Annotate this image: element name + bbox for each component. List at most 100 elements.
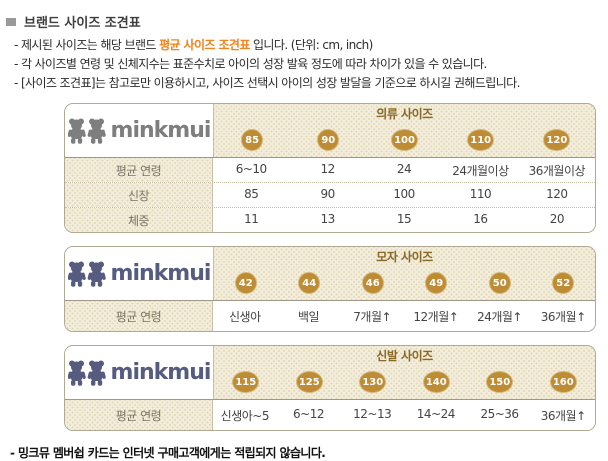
- size-table-clothing: minkmui 의류 사이즈 85 90 100 110 120 평균 연령 6~10 12 24 2…: [64, 103, 596, 233]
- size-table-shoes: minkmui 신발 사이즈 115 125 130 140 150 160 평균 연령 신생아~…: [64, 345, 596, 431]
- table-cell: 6~10: [213, 158, 290, 182]
- size-badge-cell: 110: [443, 129, 519, 151]
- size-badge-cell: 150: [468, 371, 532, 393]
- size-badge: 90: [317, 129, 340, 151]
- size-badge-cell: 115: [214, 371, 278, 393]
- table-cell: 14~24: [404, 400, 468, 430]
- table-cell: 신생아~5: [213, 400, 277, 430]
- intro-highlight-text: 평균 사이즈 조견표: [159, 38, 250, 52]
- size-tables: minkmui 의류 사이즈 85 90 100 110 120 평균 연령 6~10 12 24 2…: [64, 103, 596, 431]
- size-badge-cell: 49: [405, 272, 469, 294]
- table-cell: 13: [289, 208, 366, 232]
- table-title: 모자 사이즈: [376, 250, 433, 264]
- intro-notes: - 제시된 사이즈는 해당 브랜드 평균 사이즈 조견표 입니다. (단위: c…: [14, 38, 602, 90]
- page-title-text: 브랜드 사이즈 조견표: [24, 16, 141, 31]
- table-body: 평균 연령 6~10 12 24 24개월이상 36개월이상 신장 85 90 100 110 120…: [65, 157, 595, 232]
- row-label: 평균 연령: [65, 400, 213, 430]
- size-badge-row: 42 44 46 49 50 52: [214, 266, 595, 300]
- size-badge: 44: [298, 272, 321, 294]
- size-badge-cell: 50: [468, 272, 532, 294]
- table-cell: 85: [213, 183, 290, 207]
- size-badge: 140: [422, 371, 450, 393]
- brand-logo-text: minkmui: [110, 117, 212, 143]
- intro-line-1: - 제시된 사이즈는 해당 브랜드 평균 사이즈 조견표 입니다. (단위: c…: [14, 38, 602, 52]
- table-cell: 백일: [276, 301, 341, 331]
- table-cell: 12개월↑: [404, 301, 468, 331]
- table-cell: 20: [518, 208, 595, 232]
- size-badge-cell: 46: [341, 272, 405, 294]
- intro-line-2: - 각 사이즈별 연령 및 신체지수는 표준수치로 아이의 성장 발육 정도에 …: [14, 57, 487, 71]
- table-cell: 7개월↑: [340, 301, 405, 331]
- size-badge: 160: [549, 371, 577, 393]
- table-row: 체중 11 13 15 16 20: [65, 207, 595, 232]
- table-body: 평균 연령 신생아~5 6~12 12~13 14~24 25~36 36개월↑: [65, 399, 595, 430]
- square-bullet-icon: [6, 17, 16, 26]
- table-header: minkmui 신발 사이즈 115 125 130 140 150 160: [65, 346, 595, 399]
- size-badge: 115: [232, 371, 260, 393]
- row-label: 체중: [65, 208, 213, 232]
- brand-logo: minkmui: [65, 346, 214, 399]
- teddy-bears-icon: [67, 261, 106, 287]
- intro-line-1-after: 입니다. (단위: cm, inch): [249, 38, 373, 52]
- size-badge-cell: 130: [341, 371, 405, 393]
- size-badge-cell: 140: [405, 371, 469, 393]
- table-header-right: 의류 사이즈 85 90 100 110 120: [214, 104, 595, 157]
- table-cell: 12: [289, 158, 366, 182]
- size-badge: 85: [241, 129, 264, 151]
- table-cell: 36개월이상: [518, 158, 595, 182]
- size-badge-cell: 125: [278, 371, 342, 393]
- size-badge: 125: [295, 371, 323, 393]
- size-badge-cell: 85: [214, 129, 290, 151]
- row-label: 평균 연령: [65, 158, 213, 182]
- table-cell: 신생아: [213, 301, 277, 331]
- table-cell: 16: [442, 208, 519, 232]
- table-title: 의류 사이즈: [376, 107, 433, 121]
- table-header: minkmui 의류 사이즈 85 90 100 110 120: [65, 104, 595, 157]
- brand-logo: minkmui: [65, 247, 214, 300]
- table-header: minkmui 모자 사이즈 42 44 46 49 50 52: [65, 247, 595, 300]
- size-badge: 150: [486, 371, 514, 393]
- brand-logo-text: minkmui: [110, 260, 212, 286]
- size-badge-cell: 160: [532, 371, 596, 393]
- table-cell: 100: [365, 183, 443, 207]
- page-title: 브랜드 사이즈 조견표: [6, 12, 602, 31]
- table-cell: 24개월이상: [442, 158, 519, 182]
- table-cell: 6~12: [276, 400, 341, 430]
- table-row: 평균 연령 6~10 12 24 24개월이상 36개월이상: [65, 158, 595, 182]
- table-cell: 12~13: [340, 400, 405, 430]
- size-badge: 42: [234, 272, 257, 294]
- intro-line-3: - [사이즈 조견표]는 참고로만 이용하시고, 사이즈 선택시 아이의 성장 …: [14, 76, 520, 90]
- size-badge: 120: [543, 129, 571, 151]
- brand-logo: minkmui: [65, 104, 214, 157]
- size-badge-row: 85 90 100 110 120: [214, 123, 595, 157]
- size-badge-cell: 44: [278, 272, 342, 294]
- intro-line-1-before: - 제시된 사이즈는 해당 브랜드: [14, 38, 160, 52]
- table-header-right: 모자 사이즈 42 44 46 49 50 52: [214, 247, 595, 300]
- teddy-bears-icon: [67, 118, 106, 144]
- size-badge: 49: [425, 272, 448, 294]
- table-cell: 36개월↑: [531, 301, 595, 331]
- table-cell: 24개월↑: [467, 301, 532, 331]
- size-badge-cell: 100: [366, 129, 442, 151]
- size-badge: 52: [552, 272, 575, 294]
- table-row: 평균 연령 신생아~5 6~12 12~13 14~24 25~36 36개월↑: [65, 400, 595, 430]
- table-cell: 110: [442, 183, 519, 207]
- size-table-hat: minkmui 모자 사이즈 42 44 46 49 50 52 평균 연령 신생아 백일 7개월↑ 1…: [64, 246, 596, 332]
- brand-logo-text: minkmui: [110, 359, 212, 385]
- size-badge: 130: [359, 371, 387, 393]
- table-cell: 24: [365, 158, 443, 182]
- size-badge-cell: 42: [214, 272, 278, 294]
- table-body: 평균 연령 신생아 백일 7개월↑ 12개월↑ 24개월↑ 36개월↑: [65, 300, 595, 331]
- table-cell: 25~36: [467, 400, 532, 430]
- table-header-right: 신발 사이즈 115 125 130 140 150 160: [214, 346, 595, 399]
- size-badge: 50: [488, 272, 511, 294]
- teddy-bears-icon: [67, 360, 106, 386]
- table-cell: 11: [213, 208, 290, 232]
- size-badge: 46: [361, 272, 384, 294]
- table-row: 평균 연령 신생아 백일 7개월↑ 12개월↑ 24개월↑ 36개월↑: [65, 301, 595, 331]
- table-title: 신발 사이즈: [376, 349, 433, 363]
- table-row: 신장 85 90 100 110 120: [65, 182, 595, 207]
- size-badge-row: 115 125 130 140 150 160: [214, 365, 595, 399]
- table-cell: 90: [289, 183, 366, 207]
